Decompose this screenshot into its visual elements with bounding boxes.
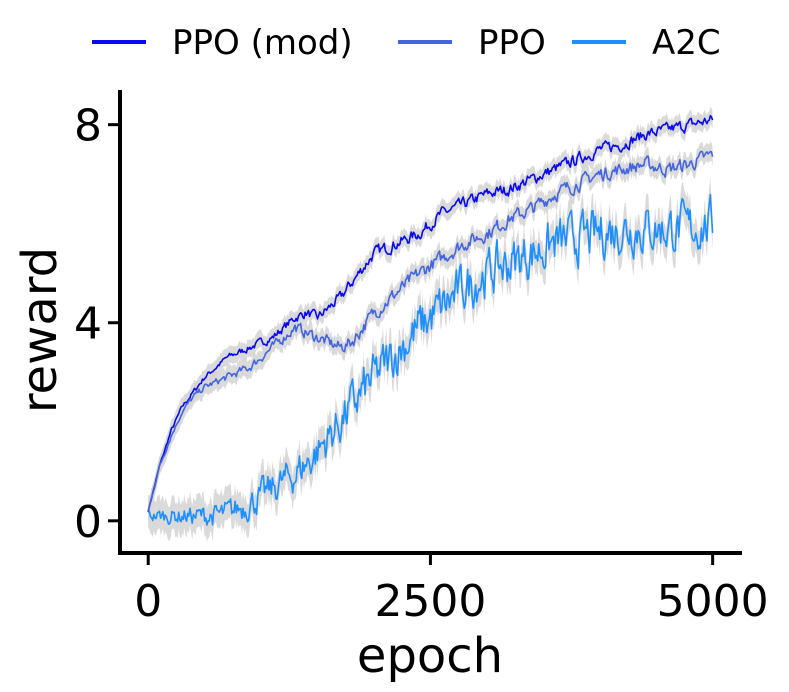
series-lines [147, 114, 714, 526]
legend: PPO (mod) PPO A2C [92, 23, 721, 63]
legend-item: A2C [572, 23, 721, 63]
y-axis-label: reward [12, 247, 68, 413]
legend-item: PPO (mod) [92, 23, 353, 63]
legend-label: A2C [652, 23, 721, 63]
y-tick-label: 4 [74, 299, 102, 350]
legend-item: PPO [398, 23, 546, 63]
y-tick-label: 8 [74, 101, 102, 152]
y-ticks: 0 4 8 [74, 101, 120, 548]
x-ticks: 0 2500 5000 [134, 553, 769, 627]
y-tick-label: 0 [74, 497, 102, 548]
legend-label: PPO [478, 23, 546, 63]
x-tick-label: 2500 [374, 576, 486, 627]
series-band-2 [148, 177, 713, 542]
x-tick-label: 0 [134, 576, 162, 627]
x-axis-label: epoch [357, 628, 503, 684]
series-band-1 [148, 142, 713, 520]
x-tick-label: 5000 [657, 576, 769, 627]
plot-area [147, 107, 714, 542]
confidence-bands [148, 107, 713, 542]
legend-label: PPO (mod) [172, 23, 353, 63]
series-line-2 [147, 193, 714, 526]
series-line-1 [147, 150, 714, 511]
series-line-0 [147, 114, 714, 513]
